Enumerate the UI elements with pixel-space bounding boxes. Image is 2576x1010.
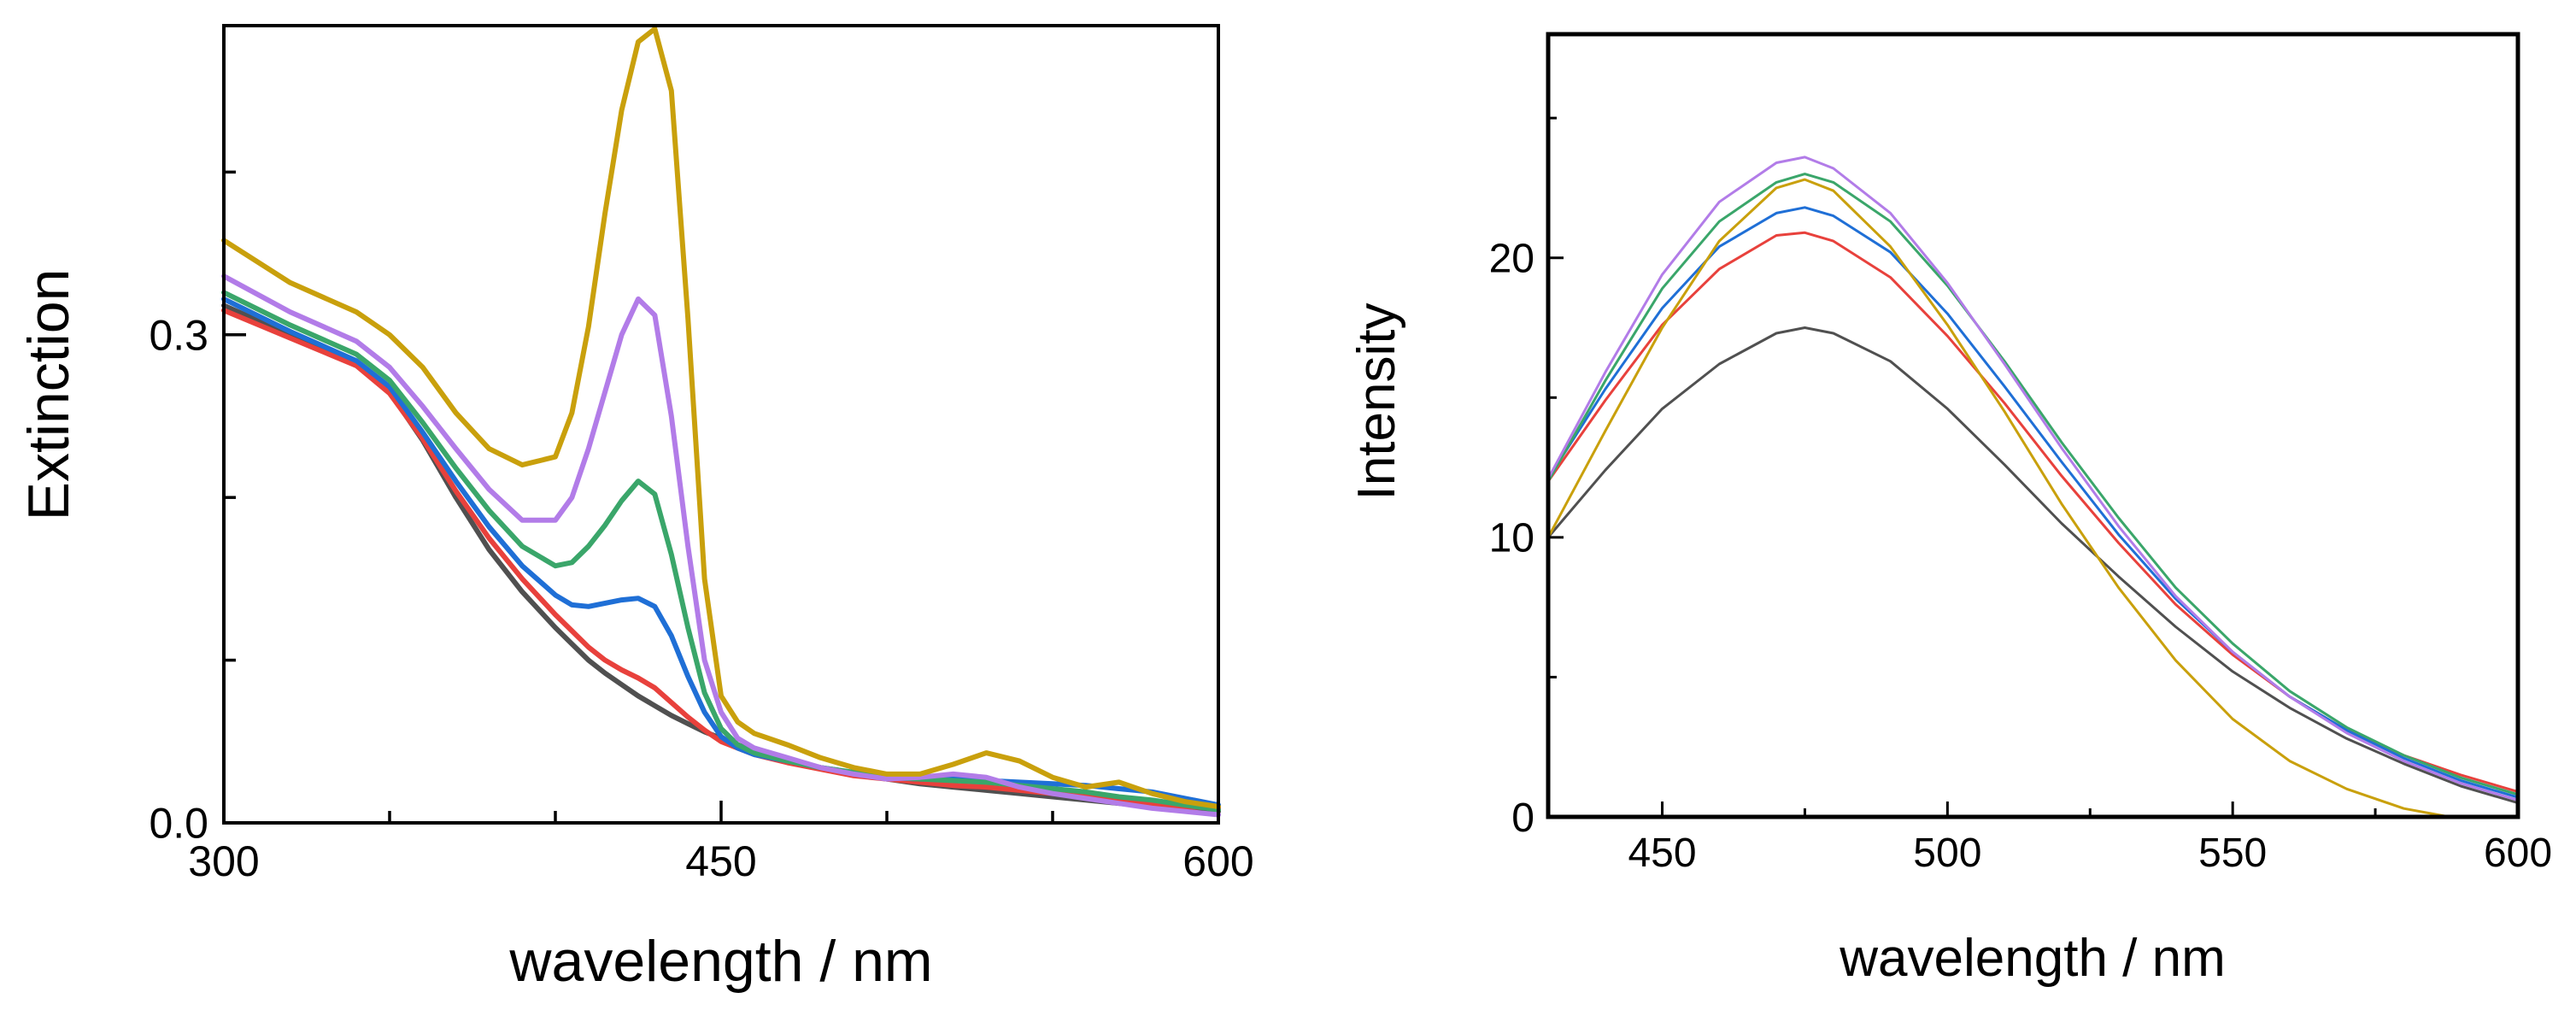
emission-series-gold [1546, 178, 2451, 819]
extinction-x-tick-label: 300 [188, 837, 259, 885]
extinction-series-green [221, 290, 1221, 813]
emission-series-blue [1546, 206, 2520, 799]
extinction-x-axis-title: wavelength / nm [508, 929, 932, 994]
extinction-x-tick-label: 600 [1182, 837, 1253, 885]
extinction-y-tick-label: 0.3 [149, 311, 208, 359]
emission-x-tick-label: 600 [2484, 831, 2552, 876]
emission-tick-labels: 450 500 550 600 0 10 20 [1489, 237, 2552, 876]
emission-y-tick-label: 20 [1489, 237, 1534, 282]
emission-plot-frame [1546, 32, 2520, 819]
emission-x-tick-label: 450 [1628, 831, 1696, 876]
emission-y-axis-title: Intensity [1347, 303, 1406, 501]
extinction-x-tick-label: 450 [685, 837, 756, 885]
extinction-chart: 300 450 600 0.0 0.3 wavelength / nm Extincti… [16, 24, 1254, 994]
emission-y-tick-label: 10 [1489, 516, 1534, 561]
emission-y-tick-label: 0 [1511, 796, 1534, 841]
extinction-y-tick-label: 0.0 [149, 800, 208, 848]
emission-chart: 450 500 550 600 0 10 20 wavelength / nm Intens… [1347, 32, 2552, 988]
extinction-series-group [221, 26, 1221, 818]
extinction-y-axis-title: Extinction [16, 269, 81, 521]
extinction-axis-ticks [222, 170, 1220, 825]
extinction-tick-labels: 300 450 600 0.0 0.3 [149, 311, 1253, 885]
extinction-plot-frame [222, 24, 1220, 825]
emission-series-purple [1546, 156, 2520, 802]
emission-axis-ticks [1548, 116, 2520, 819]
extinction-series-purple [221, 273, 1221, 818]
extinction-series-blue [221, 296, 1221, 808]
emission-x-tick-label: 550 [2198, 831, 2267, 876]
emission-x-axis-title: wavelength / nm [1839, 929, 2225, 988]
emission-series-green [1546, 173, 2520, 796]
emission-series-red [1546, 231, 2520, 794]
emission-x-tick-label: 500 [1913, 831, 1981, 876]
emission-series-black [1546, 326, 2520, 805]
emission-series-group [1546, 156, 2520, 819]
extinction-series-gold [221, 26, 1221, 809]
